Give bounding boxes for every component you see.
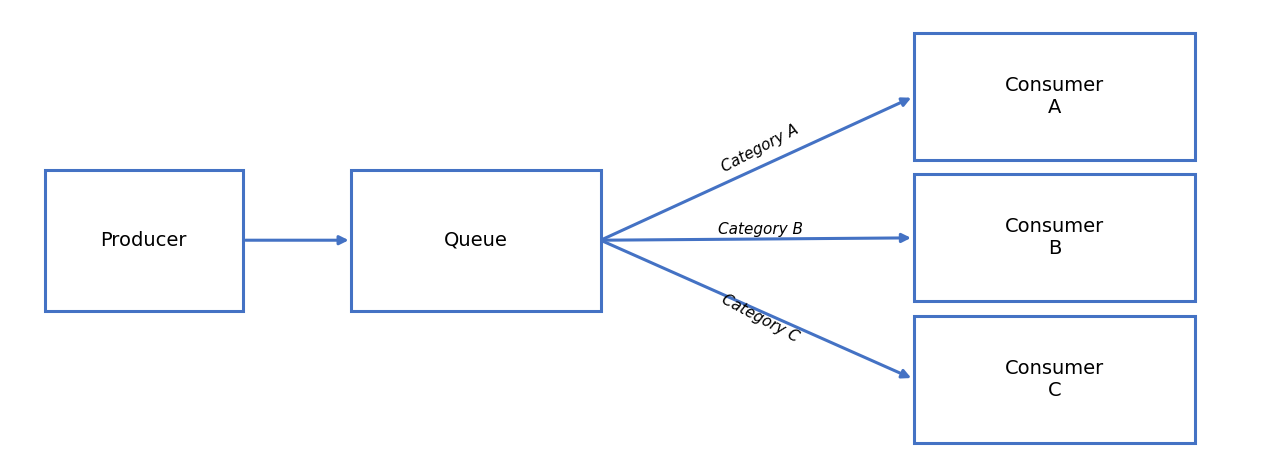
Text: Consumer
B: Consumer B — [1005, 217, 1104, 259]
Text: Category B: Category B — [718, 222, 803, 237]
FancyBboxPatch shape — [914, 174, 1195, 301]
Text: Consumer
A: Consumer A — [1005, 76, 1104, 117]
Text: Category A: Category A — [720, 122, 801, 175]
Text: Category C: Category C — [720, 292, 801, 344]
Text: Queue: Queue — [445, 231, 507, 250]
FancyBboxPatch shape — [45, 170, 243, 311]
FancyBboxPatch shape — [351, 170, 601, 311]
FancyBboxPatch shape — [914, 33, 1195, 160]
FancyBboxPatch shape — [914, 316, 1195, 443]
Text: Consumer
C: Consumer C — [1005, 358, 1104, 400]
Text: Producer: Producer — [101, 231, 187, 250]
